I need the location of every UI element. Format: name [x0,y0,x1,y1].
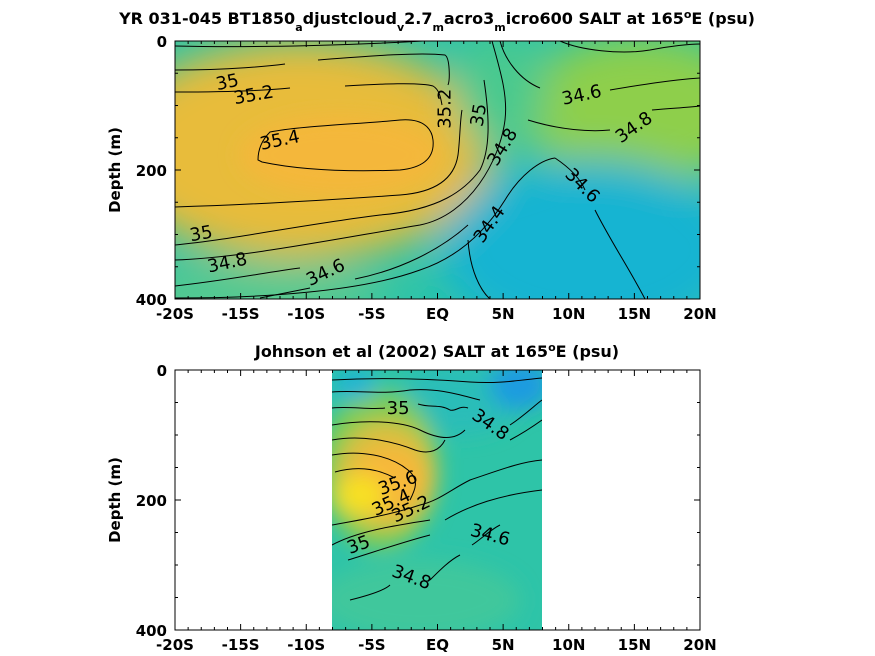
contour-label: 35 [387,398,410,419]
y-tick-label: 200 [136,162,167,180]
chart-title: Johnson et al (2002) SALT at 165oE (psu) [254,341,619,362]
y-axis-label: Depth (m) [106,127,124,213]
x-tick-label: -15S [222,305,260,323]
contour-label: 35.2 [434,89,455,129]
x-tick-label: 15N [618,305,651,323]
chart-title: YR 031-045 BT1850adjustcloudv2.7macro3mi… [118,8,755,34]
x-tick-label: -20S [156,305,194,323]
model-salinity-panel: YR 031-045 BT1850adjustcloudv2.7macro3mi… [106,8,755,324]
contour-label: 35 [467,102,492,128]
x-tick-label: 20N [683,305,716,323]
x-tick-label: -5S [358,636,385,654]
y-tick-label: 400 [136,291,167,309]
x-tick-label: 10N [552,305,585,323]
x-tick-label: -15S [222,636,260,654]
contour-label: 35 [214,70,241,95]
x-tick-label: 20N [683,636,716,654]
y-tick-label: 200 [136,492,167,510]
x-tick-label: 15N [618,636,651,654]
y-axis: 0 200 400 [136,362,700,640]
contour-label: 35 [188,222,214,247]
x-tick-label: -10S [287,305,325,323]
y-tick-label: 0 [157,362,167,380]
y-tick-label: 0 [157,33,167,51]
y-tick-label: 400 [136,622,167,640]
x-tick-label: 5N [492,636,515,654]
x-tick-label: -20S [156,636,194,654]
x-tick-label: 10N [552,636,585,654]
x-tick-label: -10S [287,636,325,654]
x-axis: -20S -15S -10S -5S EQ 5N 10N 15N 20N [156,41,717,323]
y-axis: 0 200 400 [136,33,700,309]
contour-lines [175,41,700,299]
y-axis-label: Depth (m) [106,457,124,543]
x-tick-label: EQ [426,305,449,323]
contour-lines [332,377,542,601]
observed-salinity-panel: Johnson et al (2002) SALT at 165oE (psu) [106,341,717,655]
x-tick-label: EQ [426,636,449,654]
x-tick-label: -5S [358,305,385,323]
x-tick-label: 5N [492,305,515,323]
x-axis: -20S -15S -10S -5S EQ 5N 10N 15N 20N [156,370,717,654]
